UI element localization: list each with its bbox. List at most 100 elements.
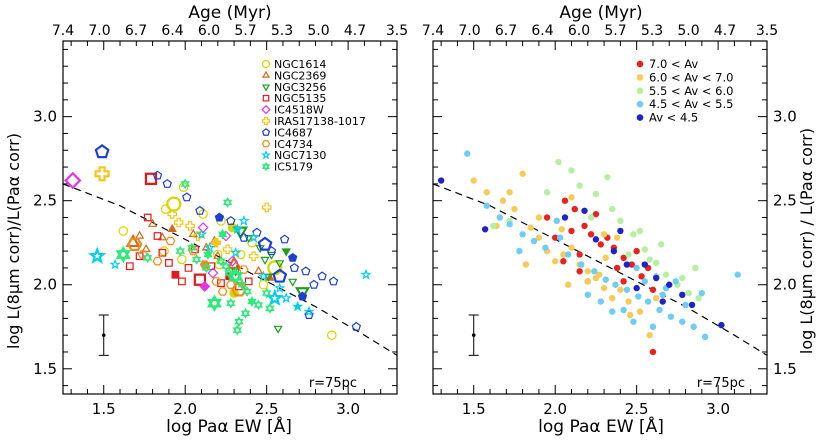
legend: 7.0 < Av6.0 < Av < 7.05.5 < Av < 6.04.5 …: [636, 57, 733, 125]
panel-left: 1.5 2.0 2.5 3.0 7.4 7.0 6.7 6.4 6.0 5.7 5.3 5.0 4.7 3…: [33, 23, 408, 418]
data-point: [294, 287, 311, 301]
legend-marker: [261, 84, 271, 92]
x-tick-label: 1.5: [92, 400, 116, 418]
data-point: [561, 197, 569, 204]
data-point: [519, 170, 526, 177]
data-point: [211, 277, 222, 286]
data-point: [565, 281, 572, 288]
data-point: [88, 246, 107, 264]
data-point: [165, 236, 176, 246]
y-axis-label-left: log L(8μm corr)/L(Paα corr): [4, 133, 23, 349]
top-tick-label: 5.0: [307, 23, 329, 39]
data-point: [258, 279, 269, 290]
data-point: [659, 291, 666, 299]
data-point: [641, 278, 649, 285]
legend-label: NGC2369: [274, 69, 326, 82]
series-iras17138-1017: [94, 166, 272, 262]
data-point: [115, 245, 131, 264]
legend-marker: [261, 70, 271, 78]
top-tick-label: 6.4: [161, 23, 183, 39]
data-point: [272, 268, 288, 283]
data-point: [126, 237, 143, 252]
data-point: [301, 266, 311, 276]
data-point: [587, 231, 595, 238]
legend: NGC1614NGC2369NGC3256NGC5135IC4518WIRAS1…: [261, 58, 366, 174]
data-point: [633, 247, 640, 255]
data-point: [584, 268, 591, 275]
data-point: [297, 291, 308, 301]
data-point: [470, 177, 477, 184]
top-tick-label: 5.7: [604, 23, 626, 39]
data-point: [600, 231, 608, 238]
data-point: [167, 223, 177, 233]
data-point: [506, 189, 513, 196]
top-tick-label: 5.3: [641, 23, 663, 39]
data-point: [263, 273, 273, 282]
data-point: [496, 214, 503, 221]
top-tick-label: 7.4: [52, 23, 74, 39]
radius-annotation-right: r=75pc: [697, 376, 745, 391]
data-point: [214, 212, 225, 222]
data-point: [228, 267, 244, 285]
data-point: [584, 291, 591, 299]
data-point: [633, 284, 640, 292]
data-point: [591, 268, 598, 275]
data-point: [281, 248, 291, 257]
data-point: [309, 279, 319, 289]
top-tick-label: 7.0: [88, 23, 110, 39]
data-point: [173, 217, 184, 228]
top-tick-label: 4.7: [714, 23, 736, 39]
x-tick-label: 3.0: [336, 400, 360, 418]
data-point: [279, 234, 290, 244]
legend-label: NGC7130: [274, 149, 326, 162]
legend-label: IC4687: [274, 126, 313, 139]
data-point: [175, 245, 185, 257]
data-point: [581, 207, 588, 214]
data-point: [506, 221, 513, 228]
legend-marker: [636, 100, 644, 108]
data-point: [623, 286, 631, 293]
data-point: [141, 244, 151, 253]
data-point: [351, 321, 361, 331]
data-point: [222, 197, 233, 208]
error-bar-point: [471, 333, 476, 337]
data-point: [288, 278, 298, 287]
data-point: [206, 294, 223, 312]
data-point: [560, 258, 567, 265]
legend-marker: [261, 140, 271, 148]
data-point: [587, 214, 595, 221]
data-point: [609, 308, 616, 315]
data-point: [543, 214, 551, 221]
data-point: [628, 261, 635, 268]
top-axis-title-left: Age (Myr): [188, 3, 271, 23]
data-point: [600, 284, 608, 292]
top-tick-label: 5.3: [271, 23, 293, 39]
data-point: [291, 300, 304, 312]
data-point: [483, 202, 490, 209]
legend-marker: [262, 94, 270, 102]
data-point: [499, 197, 507, 204]
y-tick-label: 3.0: [773, 108, 797, 126]
data-point: [558, 226, 565, 233]
legend-marker: [636, 60, 644, 68]
data-point: [266, 251, 277, 260]
series-ic4518w: [64, 171, 238, 292]
data-point: [638, 273, 645, 280]
data-point: [167, 209, 177, 219]
series-ngc7130: [88, 214, 372, 317]
data-point: [230, 246, 242, 258]
x-tick-label: 1.5: [462, 400, 486, 418]
y-tick-label: 3.0: [33, 108, 57, 126]
data-point: [222, 244, 233, 255]
data-point: [653, 294, 660, 302]
data-point: [153, 232, 162, 240]
data-point: [143, 213, 152, 222]
legend-marker: [261, 161, 271, 172]
data-point: [226, 297, 236, 309]
data-point: [718, 321, 725, 329]
data-point: [217, 279, 225, 287]
data-point: [262, 287, 272, 299]
data-point: [522, 261, 530, 268]
fit-line: [62, 183, 398, 356]
data-point: [623, 261, 631, 268]
